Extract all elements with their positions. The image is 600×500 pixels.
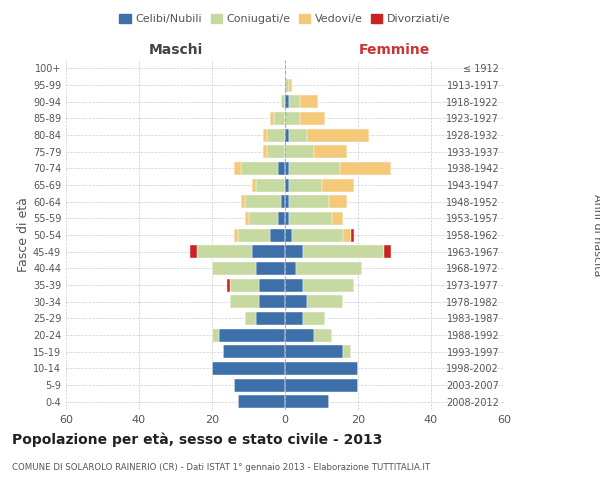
Bar	[289, 78, 292, 92]
Bar	[238, 395, 285, 408]
Bar	[278, 212, 285, 225]
Bar	[285, 195, 289, 208]
Bar	[285, 95, 289, 108]
Text: COMUNE DI SOLAROLO RAINERIO (CR) - Dati ISTAT 1° gennaio 2013 - Elaborazione TUT: COMUNE DI SOLAROLO RAINERIO (CR) - Dati …	[12, 462, 430, 471]
Bar	[299, 95, 318, 108]
Bar	[271, 228, 285, 241]
Bar	[234, 228, 238, 241]
Bar	[285, 178, 289, 192]
Bar	[289, 162, 340, 175]
Bar	[322, 178, 355, 192]
Bar	[343, 345, 350, 358]
Bar	[263, 128, 267, 141]
Bar	[307, 128, 369, 141]
Bar	[267, 128, 285, 141]
Bar	[303, 312, 325, 325]
Bar	[256, 262, 285, 275]
Bar	[289, 212, 332, 225]
Bar	[285, 78, 289, 92]
Bar	[285, 112, 299, 125]
Bar	[227, 278, 230, 291]
Bar	[281, 95, 285, 108]
Bar	[314, 328, 332, 342]
Bar	[292, 228, 343, 241]
Bar	[285, 228, 292, 241]
Bar	[263, 145, 267, 158]
Bar	[234, 162, 241, 175]
Bar	[332, 212, 343, 225]
Bar	[238, 228, 271, 241]
Bar	[234, 378, 285, 392]
Text: Maschi: Maschi	[148, 42, 203, 56]
Bar	[212, 328, 220, 342]
Bar	[259, 295, 285, 308]
Bar	[245, 312, 256, 325]
Bar	[289, 128, 307, 141]
Bar	[285, 212, 289, 225]
Bar	[212, 362, 285, 375]
Bar	[285, 395, 329, 408]
Text: Femmine: Femmine	[359, 42, 430, 56]
Bar	[248, 212, 278, 225]
Bar	[383, 245, 391, 258]
Bar	[278, 162, 285, 175]
Bar	[303, 245, 383, 258]
Bar	[285, 278, 303, 291]
Bar	[241, 162, 278, 175]
Bar	[314, 145, 347, 158]
Bar	[285, 162, 289, 175]
Bar	[285, 145, 314, 158]
Text: Anni di nascita: Anni di nascita	[592, 194, 600, 276]
Bar	[285, 262, 296, 275]
Bar	[285, 128, 289, 141]
Bar	[281, 195, 285, 208]
Bar	[343, 228, 350, 241]
Bar	[252, 245, 285, 258]
Bar	[274, 112, 285, 125]
Bar	[307, 295, 343, 308]
Bar	[289, 95, 299, 108]
Bar	[289, 178, 322, 192]
Legend: Celibi/Nubili, Coniugati/e, Vedovi/e, Divorziati/e: Celibi/Nubili, Coniugati/e, Vedovi/e, Di…	[115, 10, 455, 29]
Bar	[299, 112, 325, 125]
Bar	[245, 195, 281, 208]
Bar	[252, 178, 256, 192]
Bar	[289, 195, 329, 208]
Y-axis label: Fasce di età: Fasce di età	[17, 198, 30, 272]
Bar	[271, 112, 274, 125]
Bar	[296, 262, 362, 275]
Bar	[212, 262, 256, 275]
Bar	[285, 378, 358, 392]
Bar	[241, 195, 245, 208]
Bar	[230, 278, 259, 291]
Bar	[245, 212, 248, 225]
Bar	[256, 312, 285, 325]
Bar	[285, 362, 358, 375]
Bar	[285, 328, 314, 342]
Bar	[267, 145, 285, 158]
Bar	[259, 278, 285, 291]
Bar	[190, 245, 197, 258]
Bar	[223, 345, 285, 358]
Bar	[197, 245, 252, 258]
Bar	[350, 228, 355, 241]
Bar	[285, 295, 307, 308]
Bar	[303, 278, 355, 291]
Bar	[285, 245, 303, 258]
Bar	[285, 345, 343, 358]
Bar	[256, 178, 285, 192]
Bar	[285, 312, 303, 325]
Bar	[230, 295, 259, 308]
Bar	[340, 162, 391, 175]
Bar	[220, 328, 285, 342]
Text: Popolazione per età, sesso e stato civile - 2013: Popolazione per età, sesso e stato civil…	[12, 432, 382, 447]
Bar	[329, 195, 347, 208]
